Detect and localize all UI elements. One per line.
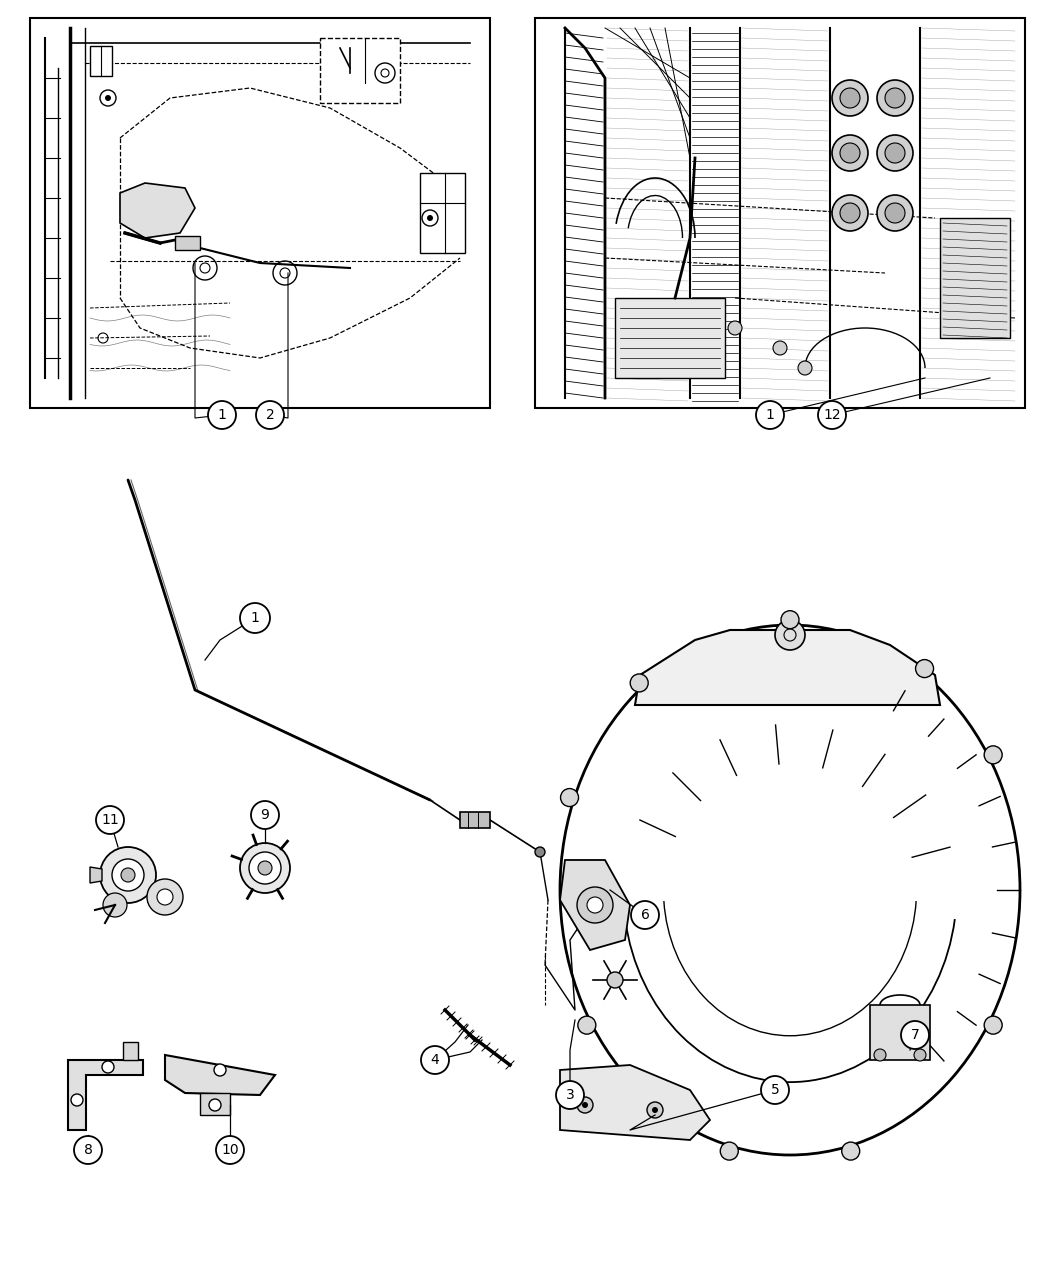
Circle shape bbox=[587, 898, 603, 913]
Circle shape bbox=[840, 203, 860, 223]
Circle shape bbox=[877, 80, 914, 116]
Circle shape bbox=[874, 1049, 886, 1061]
Circle shape bbox=[630, 674, 648, 692]
Bar bbox=[30, 18, 490, 408]
Circle shape bbox=[652, 1107, 658, 1113]
Circle shape bbox=[105, 96, 111, 101]
Bar bbox=[90, 46, 112, 76]
Circle shape bbox=[561, 788, 579, 807]
Circle shape bbox=[607, 972, 623, 988]
Circle shape bbox=[258, 861, 272, 875]
Circle shape bbox=[798, 361, 812, 375]
Polygon shape bbox=[68, 1060, 143, 1130]
Circle shape bbox=[901, 1021, 929, 1049]
Circle shape bbox=[775, 620, 805, 650]
Circle shape bbox=[214, 1065, 226, 1076]
Circle shape bbox=[102, 1061, 114, 1074]
Text: 12: 12 bbox=[823, 408, 841, 422]
Text: 9: 9 bbox=[260, 808, 270, 822]
Text: 4: 4 bbox=[430, 1053, 439, 1067]
Polygon shape bbox=[560, 861, 630, 950]
Circle shape bbox=[249, 852, 281, 884]
Polygon shape bbox=[120, 184, 195, 238]
Circle shape bbox=[885, 143, 905, 163]
Circle shape bbox=[631, 901, 659, 929]
Circle shape bbox=[916, 659, 933, 677]
Circle shape bbox=[240, 843, 290, 892]
Circle shape bbox=[96, 806, 124, 834]
Circle shape bbox=[147, 878, 183, 915]
Circle shape bbox=[984, 746, 1002, 764]
Circle shape bbox=[781, 611, 799, 629]
Circle shape bbox=[536, 847, 545, 857]
Circle shape bbox=[556, 1081, 584, 1109]
Text: 6: 6 bbox=[640, 908, 650, 922]
Circle shape bbox=[832, 80, 868, 116]
Circle shape bbox=[840, 143, 860, 163]
Circle shape bbox=[578, 1096, 593, 1113]
Bar bbox=[175, 236, 200, 250]
Circle shape bbox=[877, 135, 914, 171]
Text: 7: 7 bbox=[910, 1028, 920, 1042]
Circle shape bbox=[885, 203, 905, 223]
Circle shape bbox=[761, 1076, 789, 1104]
Bar bbox=[460, 812, 490, 827]
Circle shape bbox=[773, 340, 788, 354]
Ellipse shape bbox=[560, 625, 1020, 1155]
Circle shape bbox=[842, 1142, 860, 1160]
Circle shape bbox=[103, 892, 127, 917]
Bar bbox=[870, 1005, 930, 1060]
Text: 2: 2 bbox=[266, 408, 274, 422]
Circle shape bbox=[582, 1102, 588, 1108]
Circle shape bbox=[914, 1049, 926, 1061]
Text: 3: 3 bbox=[566, 1088, 574, 1102]
Polygon shape bbox=[560, 1065, 710, 1140]
Bar bbox=[420, 173, 465, 252]
Polygon shape bbox=[90, 867, 102, 884]
Circle shape bbox=[756, 402, 784, 428]
Circle shape bbox=[74, 1136, 102, 1164]
Bar bbox=[940, 218, 1010, 338]
Text: 10: 10 bbox=[222, 1142, 238, 1156]
Circle shape bbox=[832, 135, 868, 171]
Bar bbox=[200, 1093, 230, 1116]
Circle shape bbox=[216, 1136, 244, 1164]
Text: 5: 5 bbox=[771, 1082, 779, 1096]
Circle shape bbox=[427, 215, 433, 221]
Bar bbox=[320, 38, 400, 103]
Circle shape bbox=[578, 1016, 595, 1034]
Circle shape bbox=[158, 889, 173, 905]
Circle shape bbox=[818, 402, 846, 428]
Circle shape bbox=[728, 321, 742, 335]
Text: 1: 1 bbox=[765, 408, 775, 422]
Circle shape bbox=[121, 868, 135, 882]
Circle shape bbox=[209, 1099, 220, 1111]
Circle shape bbox=[840, 88, 860, 108]
Circle shape bbox=[578, 887, 613, 923]
Bar bbox=[123, 1042, 138, 1060]
Circle shape bbox=[421, 1046, 449, 1074]
Bar bbox=[536, 18, 1025, 408]
Circle shape bbox=[984, 1016, 1002, 1034]
Circle shape bbox=[240, 603, 270, 632]
Polygon shape bbox=[165, 1054, 275, 1095]
Circle shape bbox=[877, 195, 914, 231]
Polygon shape bbox=[635, 630, 940, 705]
Circle shape bbox=[256, 402, 284, 428]
Circle shape bbox=[71, 1094, 83, 1105]
Circle shape bbox=[720, 1142, 738, 1160]
Circle shape bbox=[832, 195, 868, 231]
Bar bbox=[615, 298, 724, 377]
Circle shape bbox=[208, 402, 236, 428]
Text: 1: 1 bbox=[251, 611, 259, 625]
Text: 1: 1 bbox=[217, 408, 227, 422]
Text: 11: 11 bbox=[101, 813, 119, 827]
Circle shape bbox=[885, 88, 905, 108]
Circle shape bbox=[251, 801, 279, 829]
Circle shape bbox=[100, 847, 156, 903]
Text: 8: 8 bbox=[84, 1142, 92, 1156]
Circle shape bbox=[647, 1102, 663, 1118]
Circle shape bbox=[112, 859, 144, 891]
